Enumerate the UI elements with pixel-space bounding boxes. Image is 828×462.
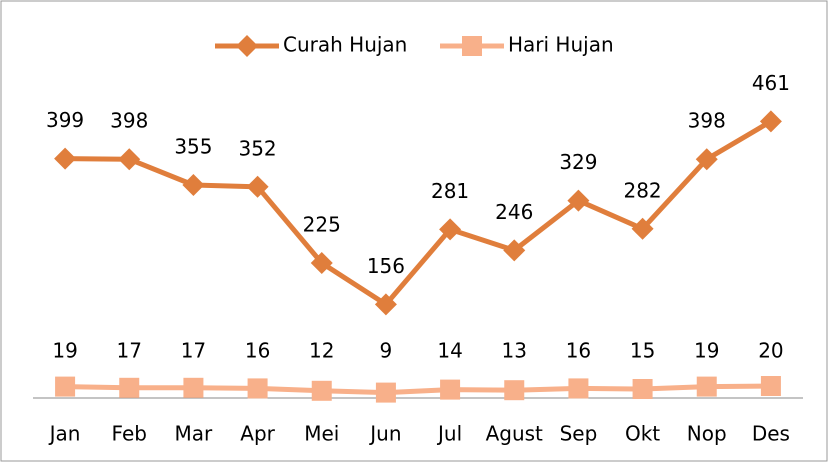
x-tick-label: Mar — [175, 422, 214, 446]
data-point — [55, 376, 76, 397]
data-point — [695, 148, 718, 171]
data-point — [311, 380, 332, 401]
data-point — [568, 378, 589, 399]
data-label: 13 — [502, 339, 527, 363]
data-point — [632, 379, 653, 399]
data-point — [760, 376, 781, 396]
data-point — [759, 110, 782, 133]
legend-label: Hari Hujan — [508, 33, 614, 57]
data-label: 352 — [238, 136, 276, 160]
data-label: 398 — [688, 109, 726, 133]
data-point — [440, 379, 461, 400]
x-tick-label: Jun — [368, 422, 401, 446]
data-point — [119, 377, 140, 398]
data-label: 281 — [431, 179, 469, 203]
data-label: 17 — [181, 339, 206, 363]
data-label: 16 — [245, 339, 270, 363]
data-label: 461 — [752, 71, 790, 95]
data-point — [504, 380, 525, 401]
data-point — [310, 252, 333, 274]
data-point — [567, 189, 590, 212]
data-label: 399 — [46, 108, 84, 132]
data-point — [246, 175, 269, 198]
data-label: 19 — [694, 339, 719, 363]
data-label: 246 — [495, 200, 533, 224]
x-tick-label: Jan — [48, 422, 81, 446]
series-line — [65, 119, 773, 307]
data-point — [183, 377, 204, 398]
data-label: 20 — [758, 339, 783, 363]
data-point — [182, 174, 205, 196]
data-label: 17 — [117, 339, 142, 363]
legend-label: Curah Hujan — [283, 33, 407, 57]
x-tick-label: Agust — [486, 422, 543, 446]
x-tick-label: Okt — [625, 422, 660, 446]
data-point — [54, 147, 77, 170]
data-point — [375, 382, 396, 403]
x-tick-label: Mei — [304, 422, 339, 446]
legend-marker — [236, 35, 258, 57]
data-label: 9 — [380, 339, 393, 363]
x-tick-label: Nop — [687, 422, 727, 446]
data-label: 12 — [309, 339, 334, 363]
data-label: 282 — [623, 178, 661, 202]
data-label: 15 — [630, 339, 655, 363]
data-point — [374, 293, 397, 316]
x-tick-label: Apr — [240, 422, 275, 446]
x-tick-label: Sep — [560, 422, 598, 446]
data-point — [118, 148, 141, 171]
data-label: 355 — [174, 135, 212, 159]
x-tick-label: Des — [752, 422, 790, 446]
x-tick-label: Jul — [436, 422, 462, 446]
data-label: 16 — [566, 339, 591, 363]
series-line — [65, 383, 771, 396]
x-tick-label: Feb — [112, 422, 147, 446]
data-label: 14 — [437, 339, 462, 363]
data-point — [696, 376, 717, 397]
data-label: 156 — [367, 254, 405, 278]
data-label: 398 — [110, 109, 148, 133]
data-point — [631, 217, 654, 240]
data-point — [503, 239, 526, 262]
legend-marker — [462, 36, 482, 56]
data-label: 225 — [303, 213, 341, 237]
data-label: 329 — [559, 150, 597, 174]
data-label: 19 — [52, 339, 77, 363]
data-point — [439, 218, 462, 241]
data-point — [247, 378, 268, 399]
